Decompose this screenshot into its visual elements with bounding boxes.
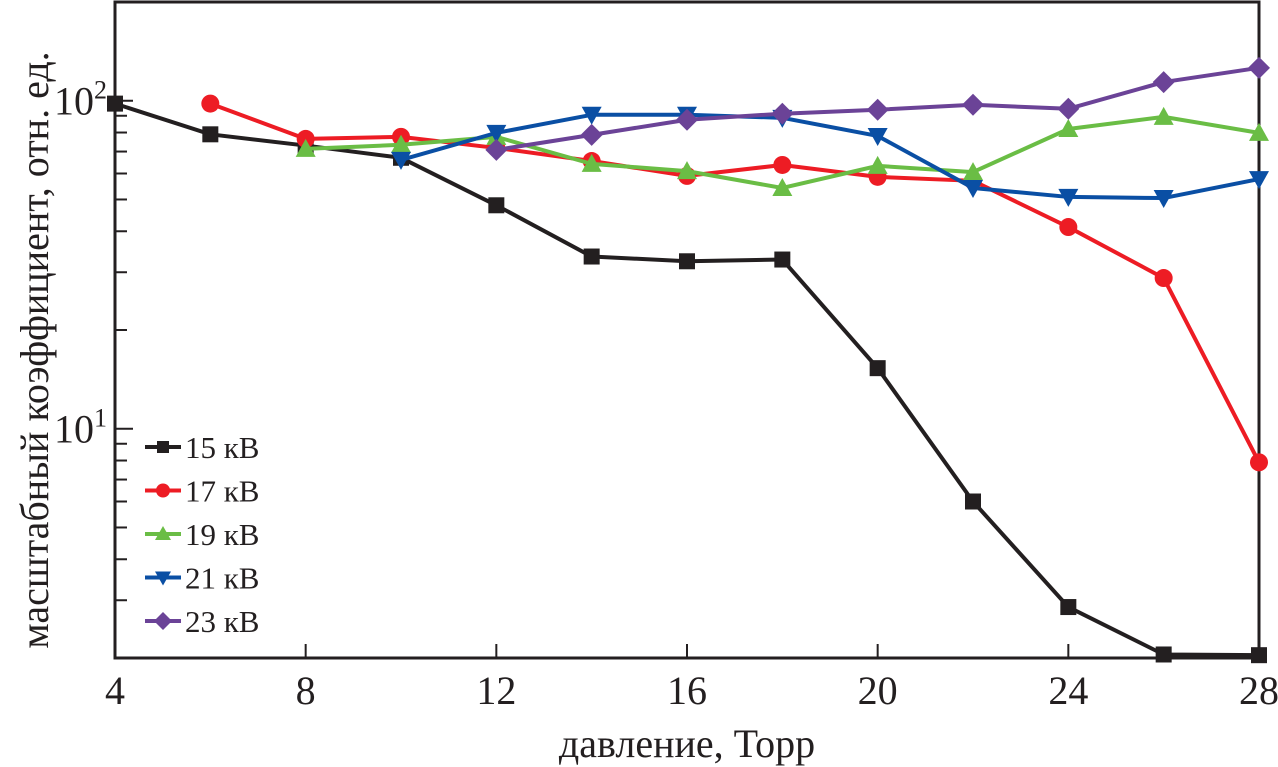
data-point [774,251,791,268]
legend-marker [154,612,172,630]
data-point [581,153,602,172]
legend-marker [155,571,171,586]
x-axis-title: давление, Торр [559,721,815,766]
y-tick-base: 10 [54,79,94,124]
data-point [583,248,600,265]
data-point [1154,269,1173,288]
data-point [488,197,505,214]
data-point [1153,106,1174,125]
legend-item: 23 кВ [145,604,260,639]
legend-label: 17 кВ [185,474,260,509]
data-point [963,179,983,198]
legend-marker [157,441,169,453]
data-point [1248,56,1270,79]
legend-item: 19 кВ [145,517,260,552]
data-point [963,162,983,181]
x-tick-label: 16 [667,668,707,713]
data-point [581,106,602,125]
data-point [1057,97,1080,120]
data-point [107,95,123,112]
data-point [1058,188,1079,207]
series-line [400,112,1260,201]
data-point [1058,119,1079,138]
y-tick-label: 101 [54,404,107,452]
x-tick-label: 8 [296,668,316,713]
data-point [1152,71,1175,94]
data-point [677,161,697,180]
legend-marker [156,483,170,498]
y-tick-exponent: 1 [94,404,107,433]
data-point [296,129,315,148]
y-axis-title: масштабный коэффициент, отн. ед. [12,51,57,648]
x-tick-label: 24 [1048,668,1088,713]
data-point [295,138,316,157]
data-point [391,151,411,170]
data-point [391,134,411,153]
data-point [866,98,889,121]
data-point [867,155,888,174]
legend-item: 21 кВ [145,561,260,596]
y-tick-base: 10 [54,407,94,452]
data-point [1250,453,1268,472]
legend-marker [155,526,171,540]
data-point [486,124,507,143]
legend-label: 19 кВ [185,517,260,552]
plot-frame [113,0,1261,660]
data-point [772,177,793,196]
data-point [869,360,886,377]
series-line [114,101,1260,658]
data-point [1249,122,1269,141]
y-tick-exponent: 2 [94,76,107,105]
series-23-кВ [485,56,1270,161]
data-point [773,155,792,174]
legend: 15 кВ 17 кВ 19 кВ 21 кВ 23 кВ [145,430,260,639]
data-point [771,102,794,125]
x-tick-label: 4 [105,668,125,713]
data-point [1251,647,1267,664]
data-point [1249,171,1269,190]
data-point [202,126,219,143]
data-point [962,93,984,116]
data-point [485,138,508,161]
data-point [867,127,888,146]
data-point [965,493,981,510]
series-line [209,101,1261,464]
legend-label: 15 кВ [185,430,260,465]
data-point [676,108,698,131]
legend-label: 23 кВ [185,604,260,639]
data-point [580,123,603,146]
x-tick-label: 28 [1239,668,1278,713]
series-19-кВ [295,106,1269,196]
y-tick-label: 102 [54,76,107,124]
data-point [201,94,220,113]
data-point [1155,646,1172,663]
data-point [1059,218,1078,237]
data-point [1060,599,1077,616]
legend-label: 21 кВ [185,561,260,596]
data-point [1153,190,1174,209]
x-tick-label: 20 [858,668,898,713]
data-point [679,253,695,270]
legend-item: 17 кВ [145,474,260,509]
x-tick-label: 12 [476,668,516,713]
legend-item: 15 кВ [145,430,260,465]
series-layer [107,56,1270,664]
